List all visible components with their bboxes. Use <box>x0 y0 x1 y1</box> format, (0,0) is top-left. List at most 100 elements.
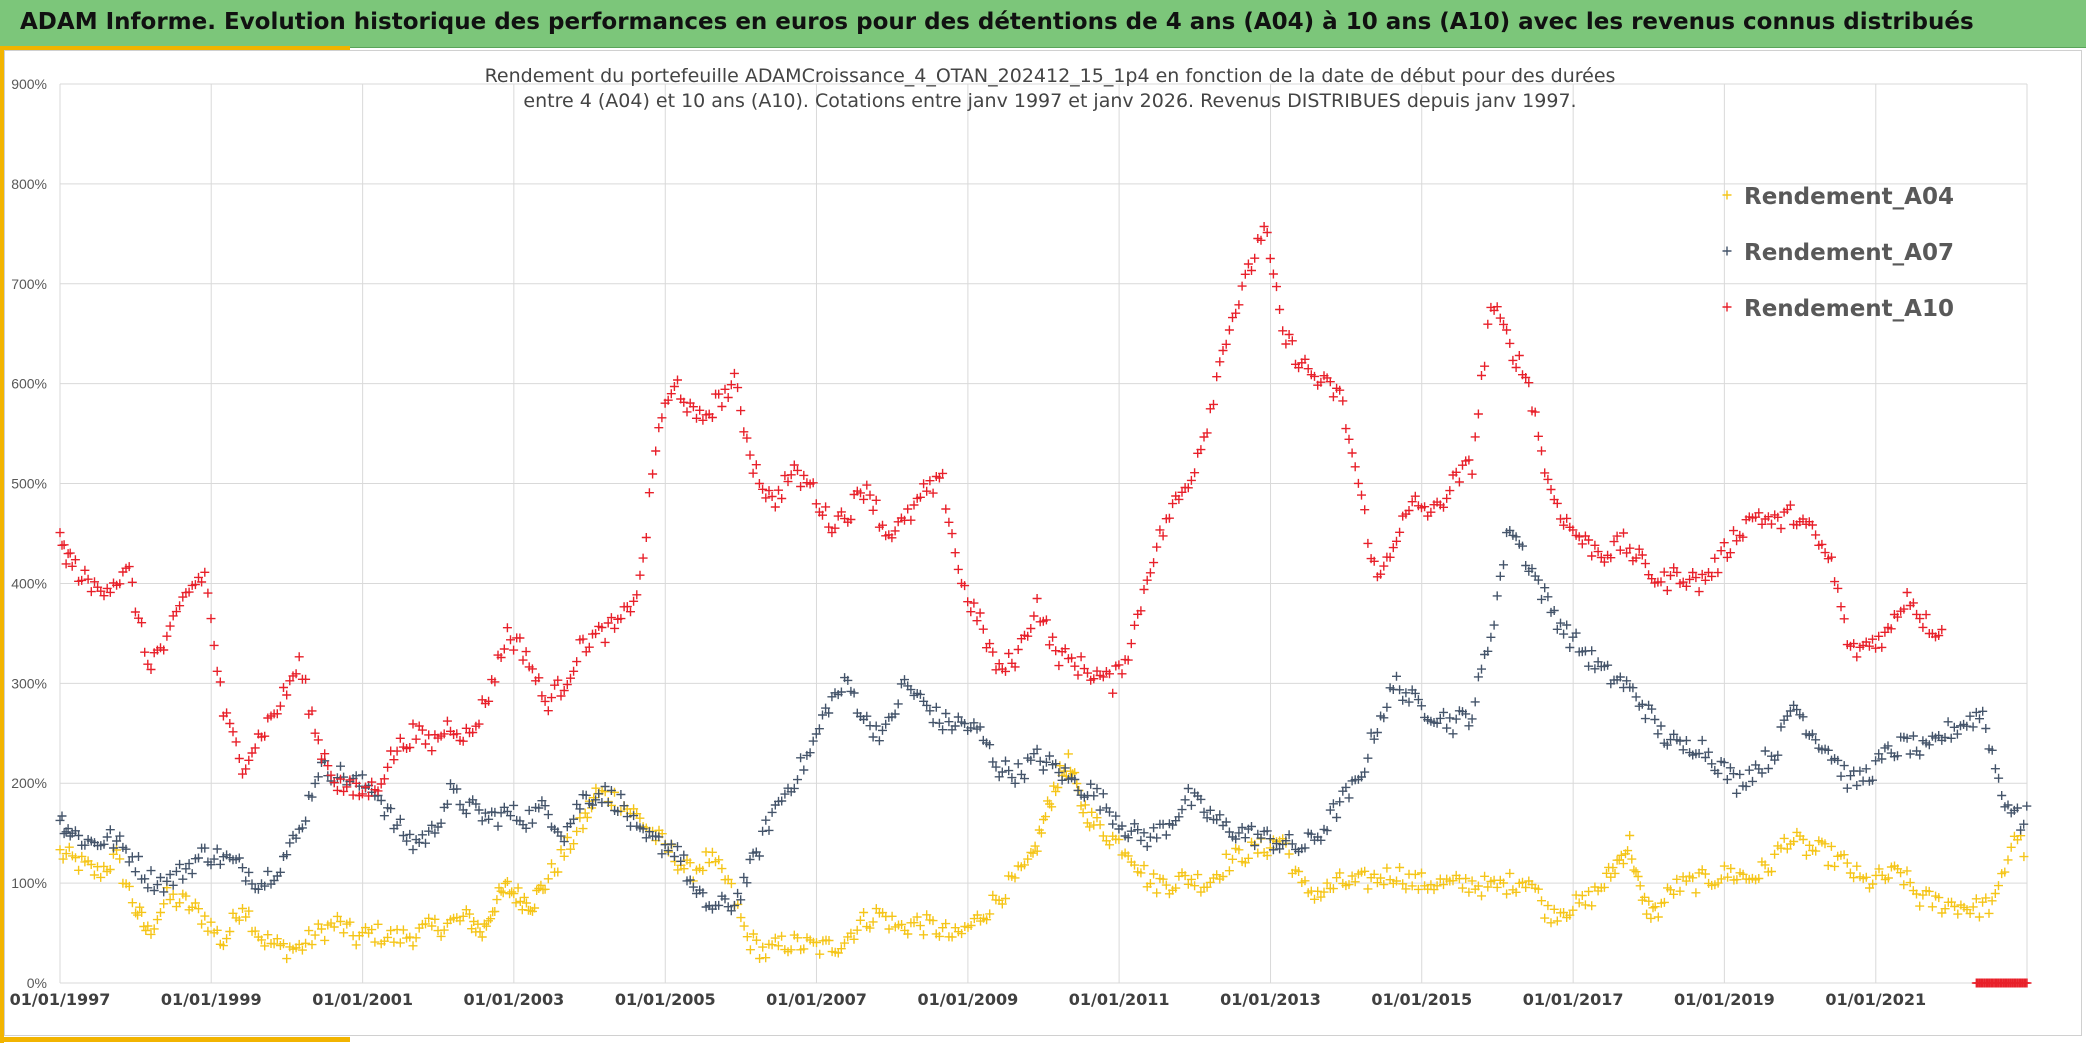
data-point <box>1915 901 1925 911</box>
data-point <box>1606 872 1616 882</box>
data-point <box>424 826 434 836</box>
data-point <box>96 872 106 882</box>
data-point <box>764 825 774 835</box>
data-point <box>975 722 985 732</box>
data-point <box>1445 713 1455 723</box>
data-point <box>474 719 484 729</box>
data-point <box>1357 772 1366 782</box>
data-point <box>203 588 213 598</box>
data-point <box>1013 645 1023 654</box>
data-point <box>1940 733 1950 742</box>
data-point <box>1439 707 1448 717</box>
data-point <box>184 859 194 869</box>
data-point <box>1656 721 1666 731</box>
data-point <box>1653 912 1663 922</box>
data-point <box>64 842 74 852</box>
data-point <box>1492 591 1502 601</box>
data-point <box>1827 552 1836 562</box>
data-point <box>1068 769 1078 779</box>
data-point <box>1648 903 1658 913</box>
data-point <box>1407 497 1417 507</box>
data-point <box>682 407 692 417</box>
data-point <box>1202 813 1212 823</box>
data-point <box>534 673 544 683</box>
data-point <box>1114 835 1124 845</box>
data-point <box>1565 643 1575 652</box>
data-point <box>1053 783 1063 792</box>
data-point <box>1521 373 1531 382</box>
data-point <box>688 882 698 892</box>
data-point <box>1685 574 1695 584</box>
data-point <box>2022 801 2032 811</box>
data-point <box>294 939 304 949</box>
data-point <box>1877 754 1887 764</box>
data-point <box>1234 828 1244 838</box>
data-point <box>513 883 523 893</box>
data-point <box>165 870 175 879</box>
data-point <box>1789 837 1799 846</box>
data-point <box>1574 898 1584 908</box>
data-point <box>285 676 295 686</box>
data-point <box>241 764 251 774</box>
data-point <box>1666 571 1675 580</box>
data-point <box>1505 526 1515 535</box>
data-point <box>1483 319 1493 329</box>
x-tick-label: 01/01/2019 <box>1674 990 1775 1009</box>
data-point <box>714 900 724 910</box>
data-point <box>1830 861 1840 871</box>
x-tick-label: 01/01/2005 <box>615 990 716 1009</box>
data-point <box>291 669 301 679</box>
data-point <box>1123 851 1133 861</box>
data-point <box>1760 860 1770 870</box>
data-point <box>228 908 238 918</box>
data-point <box>1974 912 1984 922</box>
data-point <box>1549 904 1559 914</box>
data-point <box>1183 483 1193 493</box>
data-point <box>310 930 320 940</box>
data-point <box>537 796 547 806</box>
data-point <box>1026 624 1036 633</box>
data-point <box>578 824 588 834</box>
data-point <box>1713 568 1723 578</box>
data-point <box>1965 909 1975 918</box>
data-point <box>1379 713 1389 723</box>
data-point <box>244 867 254 877</box>
data-point <box>922 910 932 920</box>
data-point <box>893 699 903 709</box>
data-point <box>814 724 824 734</box>
data-point <box>786 945 796 955</box>
data-point <box>1688 873 1698 883</box>
data-point <box>1839 850 1849 860</box>
data-point <box>1262 826 1272 836</box>
data-point <box>1738 869 1748 879</box>
data-point <box>1057 775 1067 785</box>
y-tick-label: 600% <box>11 376 47 392</box>
data-point <box>758 826 768 836</box>
data-point <box>610 623 620 633</box>
data-point <box>1470 697 1480 707</box>
data-point <box>761 815 771 825</box>
data-point <box>1360 505 1370 515</box>
data-point <box>786 470 796 480</box>
data-point <box>490 907 500 916</box>
data-point <box>1372 728 1382 737</box>
data-point <box>1486 632 1496 642</box>
data-point <box>1559 908 1569 917</box>
data-point <box>1001 894 1010 903</box>
data-point <box>1055 761 1065 771</box>
data-point <box>1921 610 1931 620</box>
data-point <box>317 924 326 934</box>
data-point <box>1934 731 1944 740</box>
data-point <box>1161 830 1171 840</box>
data-point <box>282 954 292 964</box>
data-point <box>279 939 288 949</box>
data-point <box>1063 749 1073 759</box>
data-point <box>537 691 547 701</box>
data-point <box>304 926 314 936</box>
data-point <box>1918 622 1928 632</box>
data-point <box>1256 833 1266 843</box>
data-point <box>654 423 664 433</box>
data-point <box>1530 407 1540 417</box>
data-point <box>1662 586 1672 595</box>
accent-bar-left <box>0 46 4 1043</box>
